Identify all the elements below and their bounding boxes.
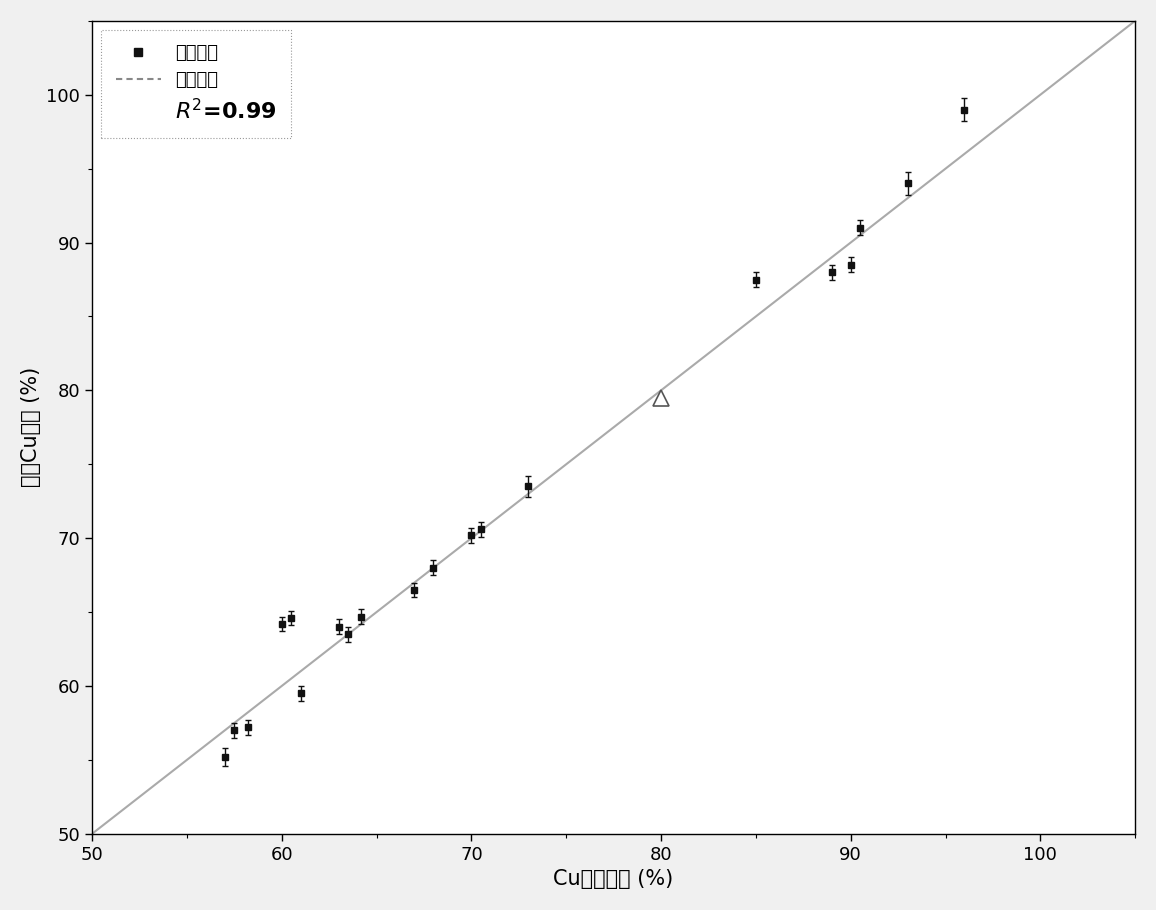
Y-axis label: 预测Cu浓度 (%): 预测Cu浓度 (%) [21,368,40,488]
X-axis label: Cu名义浓度 (%): Cu名义浓度 (%) [554,869,674,889]
Legend: 定标样品, 预测样品, $R^2$=0.99: 定标样品, 预测样品, $R^2$=0.99 [101,30,291,138]
